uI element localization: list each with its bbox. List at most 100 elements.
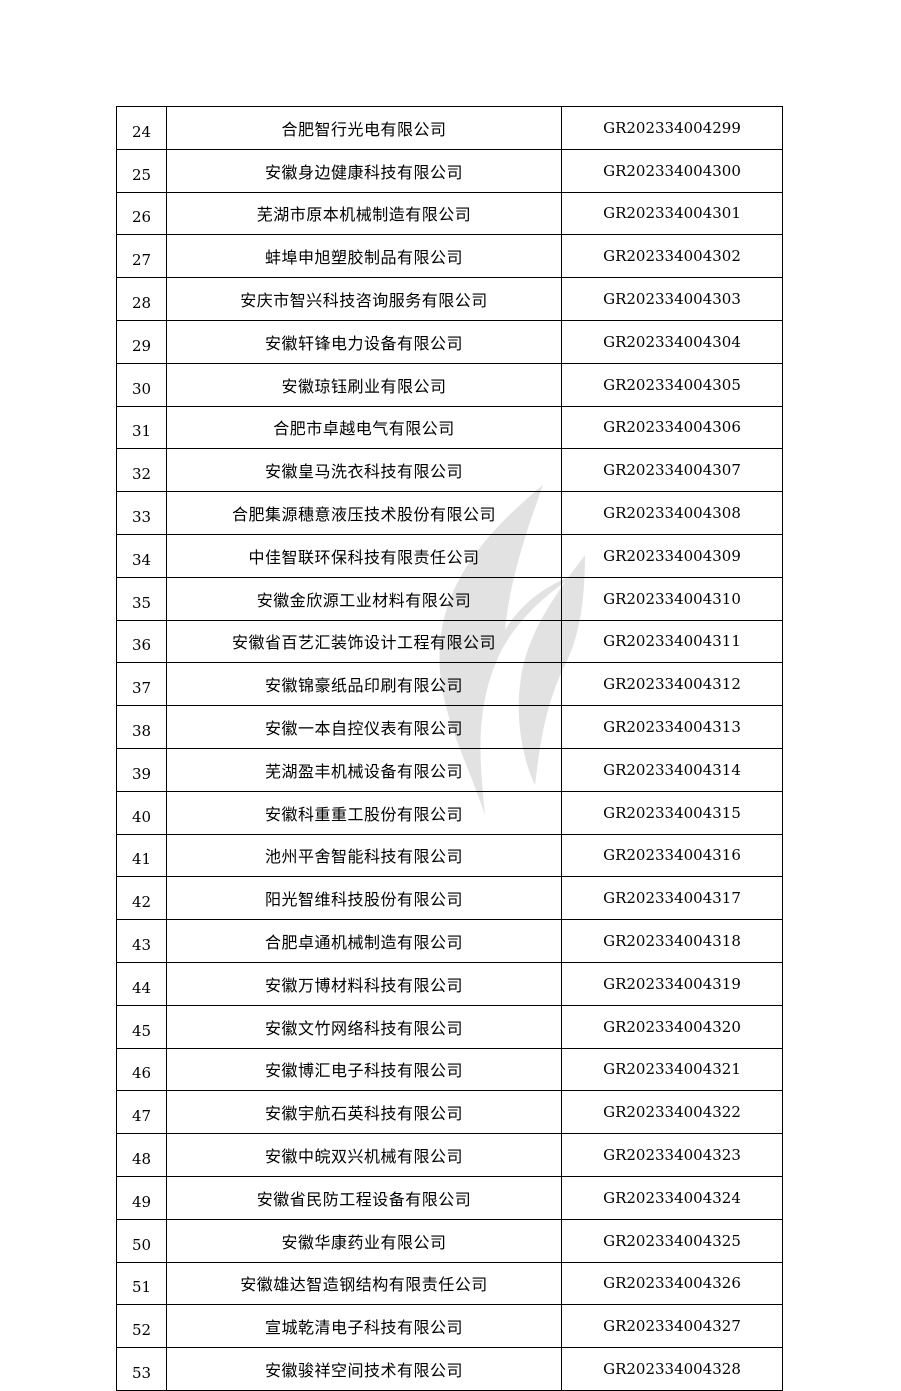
certificate-number: GR202334004312 xyxy=(561,662,783,707)
certificate-number: GR202334004307 xyxy=(561,448,783,493)
company-name: 安徽中皖双兴机械有限公司 xyxy=(166,1133,562,1177)
table-row: 28 安庆市智兴科技咨询服务有限公司 GR202334004303 xyxy=(116,277,783,321)
row-number: 48 xyxy=(116,1133,167,1177)
table-row: 49 安徽省民防工程设备有限公司 GR202334004324 xyxy=(116,1175,783,1220)
table-row: 34 中佳智联环保科技有限责任公司 GR202334004309 xyxy=(116,533,783,578)
table-body: 24 合肥智行光电有限公司 GR202334004299 25 安徽身边健康科技有限公司… xyxy=(116,106,783,1391)
table-row: 32 安徽皇马洗衣科技有限公司 GR202334004307 xyxy=(116,448,783,493)
certificate-number: GR202334004310 xyxy=(561,576,783,621)
row-number: 47 xyxy=(116,1090,167,1135)
certificate-number: GR202334004322 xyxy=(561,1090,783,1135)
certificate-number: GR202334004318 xyxy=(561,919,783,963)
certificate-number: GR202334004304 xyxy=(561,319,783,364)
company-name: 中佳智联环保科技有限责任公司 xyxy=(166,533,562,578)
table-row: 27 蚌埠申旭塑胶制品有限公司 GR202334004302 xyxy=(116,234,783,279)
row-number: 26 xyxy=(116,191,167,236)
table-row: 43 合肥卓通机械制造有限公司 GR202334004318 xyxy=(116,919,783,963)
row-number: 34 xyxy=(116,533,167,578)
certificate-number: GR202334004306 xyxy=(561,405,783,450)
company-name: 芜湖市原本机械制造有限公司 xyxy=(166,191,562,236)
certificate-number: GR202334004308 xyxy=(561,491,783,535)
table-row: 41 池州平舍智能科技有限公司 GR202334004316 xyxy=(116,833,783,878)
row-number: 33 xyxy=(116,491,167,535)
table-row: 24 合肥智行光电有限公司 GR202334004299 xyxy=(116,106,783,150)
table-row: 33 合肥集源穗意液压技术股份有限公司 GR202334004308 xyxy=(116,491,783,535)
row-number: 35 xyxy=(116,576,167,621)
company-list-table: 24 合肥智行光电有限公司 GR202334004299 25 安徽身边健康科技有限公司… xyxy=(116,106,783,1391)
company-name: 安徽省百艺汇装饰设计工程有限公司 xyxy=(166,619,562,664)
company-name: 安徽宇航石英科技有限公司 xyxy=(166,1090,562,1135)
company-name: 安徽皇马洗衣科技有限公司 xyxy=(166,448,562,493)
company-name: 安徽万博材料科技有限公司 xyxy=(166,961,562,1006)
row-number: 36 xyxy=(116,619,167,664)
row-number: 53 xyxy=(116,1347,167,1391)
company-name: 安徽一本自控仪表有限公司 xyxy=(166,705,562,749)
certificate-number: GR202334004320 xyxy=(561,1004,783,1049)
certificate-number: GR202334004311 xyxy=(561,619,783,664)
certificate-number: GR202334004316 xyxy=(561,833,783,878)
certificate-number: GR202334004302 xyxy=(561,234,783,279)
table-row: 36 安徽省百艺汇装饰设计工程有限公司 GR202334004311 xyxy=(116,619,783,664)
row-number: 37 xyxy=(116,662,167,707)
company-name: 安徽雄达智造钢结构有限责任公司 xyxy=(166,1261,562,1306)
company-name: 安徽金欣源工业材料有限公司 xyxy=(166,576,562,621)
row-number: 46 xyxy=(116,1047,167,1092)
row-number: 24 xyxy=(116,106,167,150)
row-number: 52 xyxy=(116,1304,167,1349)
company-name: 合肥集源穗意液压技术股份有限公司 xyxy=(166,491,562,535)
table-row: 35 安徽金欣源工业材料有限公司 GR202334004310 xyxy=(116,576,783,621)
certificate-number: GR202334004314 xyxy=(561,747,783,792)
company-name: 池州平舍智能科技有限公司 xyxy=(166,833,562,878)
certificate-number: GR202334004326 xyxy=(561,1261,783,1306)
table-row: 37 安徽锦豪纸品印刷有限公司 GR202334004312 xyxy=(116,662,783,707)
certificate-number: GR202334004299 xyxy=(561,106,783,150)
table-row: 25 安徽身边健康科技有限公司 GR202334004300 xyxy=(116,148,783,193)
row-number: 30 xyxy=(116,362,167,407)
row-number: 40 xyxy=(116,790,167,835)
row-number: 28 xyxy=(116,277,167,321)
certificate-number: GR202334004315 xyxy=(561,790,783,835)
certificate-number: GR202334004328 xyxy=(561,1347,783,1391)
table-row: 46 安徽博汇电子科技有限公司 GR202334004321 xyxy=(116,1047,783,1092)
row-number: 27 xyxy=(116,234,167,279)
certificate-number: GR202334004309 xyxy=(561,533,783,578)
table-row: 31 合肥市卓越电气有限公司 GR202334004306 xyxy=(116,405,783,450)
row-number: 43 xyxy=(116,919,167,963)
row-number: 41 xyxy=(116,833,167,878)
company-name: 安徽轩锋电力设备有限公司 xyxy=(166,319,562,364)
certificate-number: GR202334004324 xyxy=(561,1175,783,1220)
company-name: 合肥卓通机械制造有限公司 xyxy=(166,919,562,963)
company-name: 芜湖盈丰机械设备有限公司 xyxy=(166,747,562,792)
company-name: 合肥市卓越电气有限公司 xyxy=(166,405,562,450)
company-name: 阳光智维科技股份有限公司 xyxy=(166,876,562,921)
table-row: 51 安徽雄达智造钢结构有限责任公司 GR202334004326 xyxy=(116,1261,783,1306)
table-row: 44 安徽万博材料科技有限公司 GR202334004319 xyxy=(116,961,783,1006)
company-name: 宣城乾清电子科技有限公司 xyxy=(166,1304,562,1349)
row-number: 32 xyxy=(116,448,167,493)
certificate-number: GR202334004325 xyxy=(561,1218,783,1263)
company-name: 安徽琼钰刷业有限公司 xyxy=(166,362,562,407)
row-number: 29 xyxy=(116,319,167,364)
row-number: 49 xyxy=(116,1175,167,1220)
row-number: 42 xyxy=(116,876,167,921)
company-name: 安徽博汇电子科技有限公司 xyxy=(166,1047,562,1092)
company-name: 合肥智行光电有限公司 xyxy=(166,106,562,150)
table-row: 45 安徽文竹网络科技有限公司 GR202334004320 xyxy=(116,1004,783,1049)
row-number: 39 xyxy=(116,747,167,792)
company-name: 安徽身边健康科技有限公司 xyxy=(166,148,562,193)
table-row: 47 安徽宇航石英科技有限公司 GR202334004322 xyxy=(116,1090,783,1135)
table-row: 42 阳光智维科技股份有限公司 GR202334004317 xyxy=(116,876,783,921)
certificate-number: GR202334004323 xyxy=(561,1133,783,1177)
row-number: 45 xyxy=(116,1004,167,1049)
table-row: 53 安徽骏祥空间技术有限公司 GR202334004328 xyxy=(116,1347,783,1391)
table-row: 29 安徽轩锋电力设备有限公司 GR202334004304 xyxy=(116,319,783,364)
certificate-number: GR202334004305 xyxy=(561,362,783,407)
company-name: 安徽华康药业有限公司 xyxy=(166,1218,562,1263)
certificate-number: GR202334004301 xyxy=(561,191,783,236)
certificate-number: GR202334004319 xyxy=(561,961,783,1006)
row-number: 25 xyxy=(116,148,167,193)
table-row: 26 芜湖市原本机械制造有限公司 GR202334004301 xyxy=(116,191,783,236)
certificate-number: GR202334004313 xyxy=(561,705,783,749)
row-number: 44 xyxy=(116,961,167,1006)
certificate-number: GR202334004303 xyxy=(561,277,783,321)
